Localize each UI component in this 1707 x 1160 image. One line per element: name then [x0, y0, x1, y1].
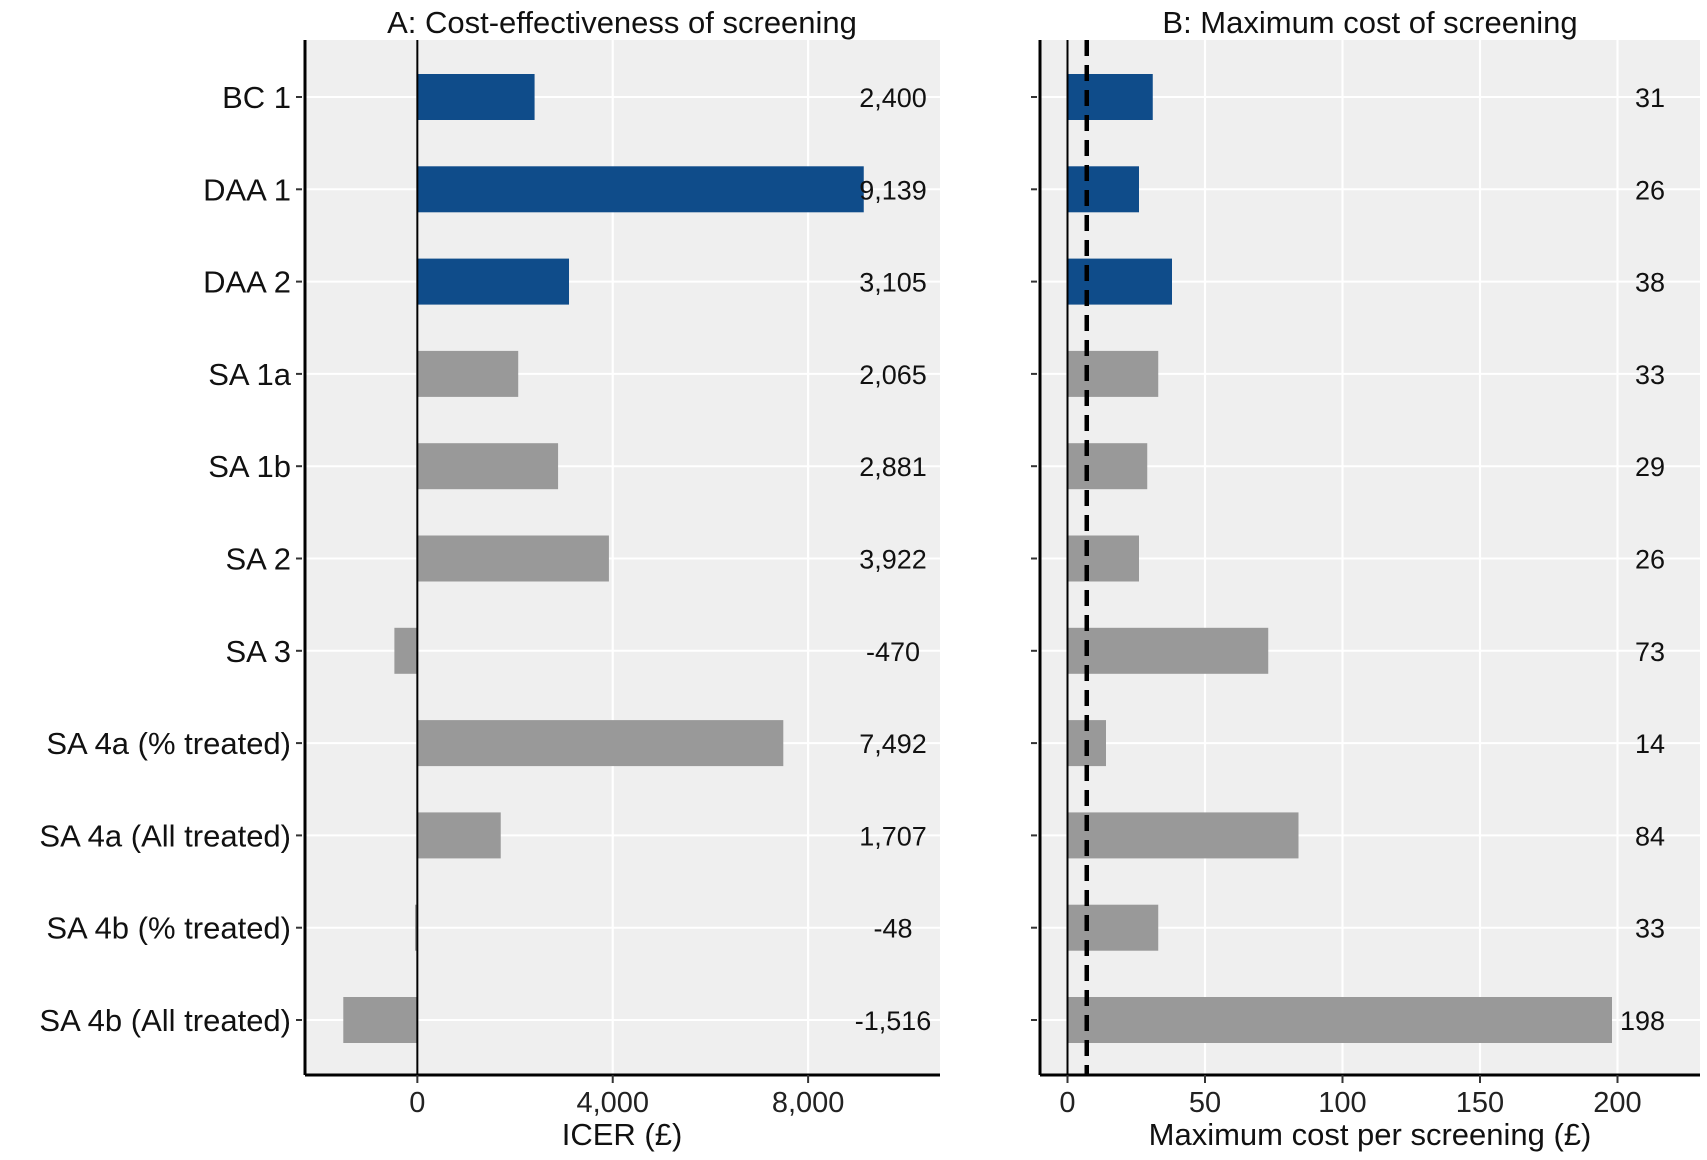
bar-daa-2 [417, 258, 570, 305]
value-label-daa-2: 3,105 [859, 268, 927, 298]
panel-a-x-ticks: 0 4,000 8,000 [409, 1075, 844, 1119]
panel-b-value-labels: 31 26 38 33 29 26 73 14 84 33 198 [1620, 83, 1665, 1036]
panel-b-bars [1067, 74, 1612, 1043]
category-label-bc-1: BC 1 [222, 80, 291, 115]
x-tick-label: 0 [409, 1087, 425, 1119]
value-label-sa-1a: 2,065 [859, 360, 927, 390]
bar-sa-1a [417, 350, 519, 397]
panel-a-x-axis-title: ICER (£) [562, 1117, 683, 1152]
value-label-sa-2: 3,922 [859, 545, 927, 575]
panel-b-x-axis-title: Maximum cost per screening (£) [1149, 1117, 1592, 1152]
value-label-sa-2: 26 [1635, 545, 1665, 575]
bar-daa-1 [417, 166, 864, 213]
category-label-sa-3: SA 3 [226, 634, 292, 669]
x-tick-label: 50 [1189, 1087, 1221, 1119]
panel-b-title: B: Maximum cost of screening [1162, 5, 1577, 40]
bar-daa-2 [1067, 258, 1172, 305]
bar-sa-2 [1067, 535, 1139, 582]
value-label-bc-1: 31 [1635, 83, 1665, 113]
value-label-sa-1b: 29 [1635, 452, 1665, 482]
panel-b-y-ticks [1031, 96, 1037, 1021]
value-label-bc-1: 2,400 [859, 83, 927, 113]
value-label-daa-1: 9,139 [859, 175, 927, 205]
panel-b-x-ticks: 0 50 100 150 200 [1059, 1075, 1642, 1119]
bar-sa-4b-treated [1067, 904, 1159, 951]
bar-sa-3 [1067, 627, 1269, 674]
bar-sa-4b-all-treated [1067, 997, 1612, 1043]
category-label-sa-1b: SA 1b [208, 449, 291, 484]
panel-a-title: A: Cost-effectiveness of screening [387, 5, 857, 40]
value-label-sa-4b-all-treated: -1,516 [855, 1006, 932, 1036]
panel-b: 31 26 38 33 29 26 73 14 84 33 198 0 50 100 150 200 B: … [1031, 5, 1700, 1152]
value-label-daa-2: 38 [1635, 268, 1665, 298]
panel-a-category-labels: BC 1 DAA 1 DAA 2 SA 1a SA 1b SA 2 SA 3 SA 4a (%… [39, 80, 302, 1038]
value-label-sa-4b-treated: -48 [873, 914, 912, 944]
x-tick-label: 0 [1059, 1087, 1075, 1119]
value-label-sa-4b-all-treated: 198 [1620, 1006, 1665, 1036]
bar-sa-4a-all-treated [1067, 812, 1299, 859]
bar-sa-1a [1067, 350, 1159, 397]
bar-bc-1 [1067, 74, 1153, 120]
category-label-daa-2: DAA 2 [203, 265, 291, 300]
bar-sa-1b [417, 443, 559, 490]
panel-a: BC 1 DAA 1 DAA 2 SA 1a SA 1b SA 2 SA 3 SA 4a (%… [39, 5, 940, 1152]
value-label-sa-4b-treated: 33 [1635, 914, 1665, 944]
value-label-sa-4a-all-treated: 1,707 [859, 821, 927, 851]
x-tick-label: 8,000 [772, 1087, 845, 1119]
category-label-daa-1: DAA 1 [203, 172, 291, 207]
bar-sa-4b-treated [415, 904, 418, 951]
bar-sa-4a-treated [417, 720, 784, 767]
category-label-sa-2: SA 2 [226, 542, 292, 577]
panel-a-value-labels: 2,400 9,139 3,105 2,065 2,881 3,922 -470 7,492 1… [855, 83, 932, 1036]
category-label-sa-1a: SA 1a [208, 357, 291, 392]
category-label-sa-4a-all-treated: SA 4a (All treated) [39, 818, 291, 853]
bar-sa-4b-all-treated [343, 997, 418, 1043]
value-label-daa-1: 26 [1635, 175, 1665, 205]
panel-a-bars [343, 74, 864, 1043]
category-label-sa-4b-treated: SA 4b (% treated) [46, 911, 291, 946]
category-label-sa-4a-treated: SA 4a (% treated) [46, 726, 291, 761]
value-label-sa-3: -470 [866, 637, 920, 667]
x-tick-label: 200 [1593, 1087, 1641, 1119]
bar-sa-4a-all-treated [417, 812, 501, 859]
value-label-sa-3: 73 [1635, 637, 1665, 667]
bar-sa-2 [417, 535, 609, 582]
bar-sa-3 [394, 627, 418, 674]
x-tick-label: 150 [1456, 1087, 1504, 1119]
value-label-sa-4a-all-treated: 84 [1635, 821, 1665, 851]
value-label-sa-1b: 2,881 [859, 452, 927, 482]
x-tick-label: 4,000 [576, 1087, 649, 1119]
value-label-sa-4a-treated: 7,492 [859, 729, 927, 759]
bar-bc-1 [417, 74, 535, 120]
bar-daa-1 [1067, 166, 1139, 213]
bar-sa-1b [1067, 443, 1148, 490]
value-label-sa-4a-treated: 14 [1635, 729, 1665, 759]
x-tick-label: 100 [1318, 1087, 1366, 1119]
category-label-sa-4b-all-treated: SA 4b (All treated) [39, 1003, 291, 1038]
value-label-sa-1a: 33 [1635, 360, 1665, 390]
